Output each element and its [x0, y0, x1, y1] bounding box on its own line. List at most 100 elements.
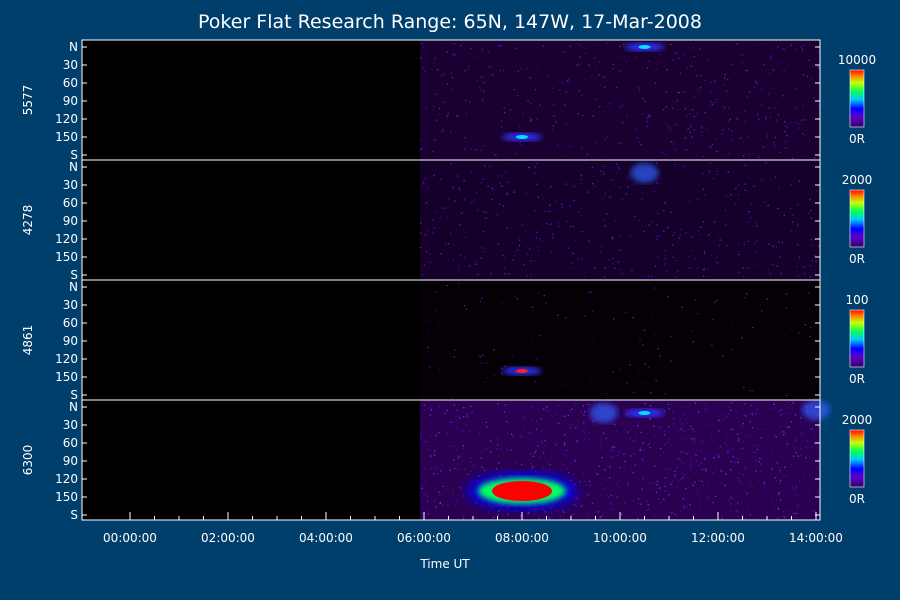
noise-speck	[630, 465, 632, 467]
noise-speck	[595, 255, 597, 257]
noise-speck	[612, 257, 614, 260]
noise-speck	[463, 166, 465, 168]
noise-speck	[461, 245, 463, 248]
noise-speck	[728, 120, 730, 122]
noise-speck	[463, 305, 465, 307]
noise-speck	[696, 89, 698, 91]
noise-speck	[553, 115, 555, 117]
noise-speck	[782, 48, 784, 50]
noise-speck	[496, 214, 498, 216]
noise-speck	[428, 188, 430, 190]
noise-speck	[585, 492, 587, 494]
noise-speck	[797, 455, 799, 457]
noise-speck	[564, 454, 567, 456]
y-tick-label: 150	[55, 490, 78, 504]
noise-speck	[779, 413, 781, 416]
noise-speck	[778, 410, 780, 412]
noise-speck	[665, 91, 668, 93]
noise-speck	[558, 422, 560, 424]
noise-speck	[806, 213, 808, 215]
noise-speck	[670, 141, 673, 143]
noise-speck	[730, 503, 732, 505]
noise-speck	[744, 403, 746, 405]
noise-speck	[564, 104, 566, 106]
noise-speck	[503, 430, 505, 433]
noise-speck	[618, 486, 620, 488]
noise-speck	[703, 268, 706, 270]
noise-speck	[504, 365, 506, 368]
noise-speck	[792, 488, 794, 490]
noise-speck	[642, 449, 644, 451]
noise-speck	[634, 215, 636, 218]
noise-speck	[501, 175, 503, 177]
noise-speck	[652, 152, 654, 154]
noise-speck	[713, 101, 716, 103]
noise-speck	[550, 251, 553, 253]
noise-speck	[786, 491, 788, 493]
noise-speck	[675, 276, 677, 278]
noise-speck	[587, 513, 590, 515]
noise-speck	[458, 265, 460, 267]
noise-speck	[693, 56, 695, 58]
noise-speck	[676, 490, 678, 492]
noise-speck	[618, 269, 620, 271]
noise-speck	[440, 469, 442, 471]
noise-speck	[548, 516, 550, 518]
noise-speck	[632, 439, 634, 442]
noise-speck	[751, 234, 753, 236]
noise-speck	[704, 403, 706, 405]
noise-speck	[461, 460, 464, 462]
noise-speck	[724, 224, 727, 226]
noise-speck	[575, 82, 577, 84]
noise-speck	[483, 81, 486, 84]
noise-speck	[597, 180, 600, 182]
noise-speck	[650, 221, 653, 223]
noise-speck	[800, 448, 802, 450]
noise-speck	[597, 473, 599, 475]
noise-speck	[429, 253, 431, 255]
noise-speck	[732, 139, 734, 141]
noise-speck	[565, 91, 567, 93]
noise-speck	[523, 427, 525, 429]
noise-speck	[637, 425, 639, 427]
noise-speck	[617, 261, 620, 263]
noise-speck	[563, 154, 565, 157]
noise-speck	[784, 517, 786, 519]
noise-speck	[588, 240, 590, 242]
noise-speck	[450, 232, 452, 235]
noise-speck	[490, 459, 492, 461]
noise-speck	[660, 426, 663, 428]
noise-speck	[490, 451, 492, 453]
noise-speck	[545, 302, 547, 304]
noise-speck	[790, 207, 792, 209]
noise-speck	[655, 380, 657, 382]
noise-speck	[437, 473, 439, 475]
noise-speck	[730, 428, 732, 431]
noise-speck	[662, 451, 665, 453]
noise-speck	[612, 93, 614, 95]
noise-speck	[767, 204, 769, 207]
noise-speck	[812, 200, 814, 203]
x-tick-label: 14:00:00	[789, 531, 843, 545]
noise-speck	[542, 45, 544, 47]
noise-speck	[653, 287, 656, 289]
noise-speck	[514, 296, 517, 298]
panel-wavelength-label: 6300	[21, 445, 35, 476]
noise-speck	[517, 405, 519, 407]
noise-speck	[752, 327, 754, 329]
noise-speck	[700, 450, 702, 452]
noise-speck	[556, 65, 558, 68]
noise-speck	[433, 472, 435, 475]
noise-speck	[696, 450, 698, 452]
noise-speck	[794, 447, 796, 449]
noise-speck	[477, 263, 479, 265]
noise-speck	[456, 409, 458, 411]
noise-speck	[808, 212, 810, 214]
noise-speck	[506, 448, 509, 451]
noise-speck	[634, 93, 636, 95]
noise-speck	[598, 74, 600, 76]
noise-speck	[503, 257, 505, 259]
noise-speck	[759, 270, 761, 272]
x-tick-label: 00:00:00	[103, 531, 157, 545]
noise-speck	[528, 511, 530, 514]
